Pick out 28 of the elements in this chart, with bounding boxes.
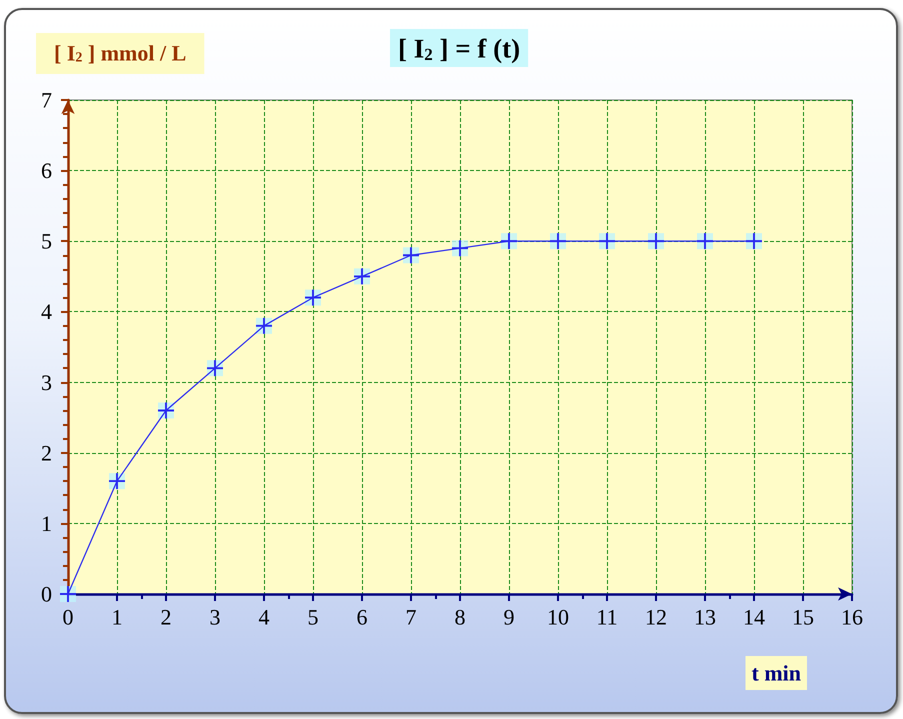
x-tick-label: 6	[356, 604, 368, 630]
x-tick-label: 10	[547, 604, 569, 630]
y-tick-label: 3	[41, 370, 52, 395]
x-tick-label: 16	[841, 604, 863, 630]
x-tick-label: 0	[62, 604, 74, 630]
chart-title: [ I2 ] = f (t)	[398, 34, 520, 64]
x-tick-label: 4	[258, 604, 270, 630]
y-axis-title: [ I2 ] mmol / L	[54, 40, 186, 66]
y-tick-label: 4	[41, 299, 52, 324]
x-tick-label: 14	[743, 604, 765, 630]
y-tick-label: 2	[41, 440, 52, 466]
x-tick-label: 3	[210, 604, 220, 630]
x-tick-label: 12	[645, 604, 667, 630]
y-tick-label: 7	[41, 88, 52, 112]
x-tick-label: 11	[596, 604, 618, 630]
x-tick-label: 5	[308, 604, 318, 630]
x-axis-title: t min	[752, 660, 801, 686]
x-tick-label: 8	[454, 604, 466, 630]
y-tick-label: 6	[41, 158, 52, 184]
x-tick-label: 2	[160, 604, 172, 630]
y-tick-label: 5	[41, 228, 52, 254]
x-tick-label: 15	[792, 604, 814, 630]
y-tick-label: 0	[41, 582, 52, 606]
x-tick-label: 9	[504, 604, 514, 630]
x-tick-label: 7	[406, 604, 416, 630]
y-tick-label: 1	[41, 510, 52, 536]
x-tick-label: 1	[112, 604, 122, 630]
x-tick-label: 13	[694, 604, 716, 630]
